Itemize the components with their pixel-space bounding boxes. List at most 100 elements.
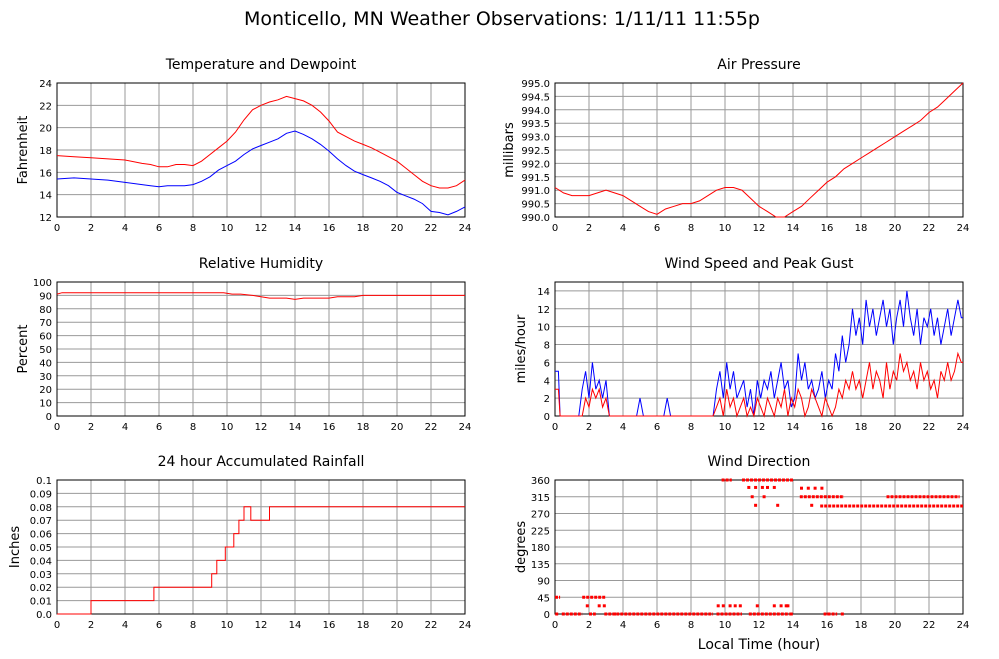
series-line-2	[56, 130, 466, 216]
direction-point	[755, 604, 759, 608]
x-tick-label: 12	[753, 620, 766, 631]
x-tick-label: 14	[787, 223, 800, 234]
x-tick-label: 0	[552, 223, 558, 234]
direction-point	[728, 604, 732, 608]
y-tick-label: 0.09	[30, 489, 52, 500]
x-tick-label: 20	[391, 422, 404, 433]
x-tick-label: 8	[190, 620, 196, 631]
x-tick-label: 22	[923, 620, 936, 631]
y-tick-label: 22	[39, 101, 52, 112]
x-tick-label: 10	[719, 620, 732, 631]
y-tick-label: 10	[39, 399, 52, 410]
x-tick-label: 22	[425, 620, 438, 631]
y-tick-label: 0.06	[30, 530, 52, 541]
y-tick-label: 8	[544, 341, 550, 352]
y-tick-label: 0.07	[30, 516, 52, 527]
y-tick-label: 991.0	[521, 186, 550, 197]
x-tick-label: 10	[221, 223, 234, 234]
direction-point	[733, 604, 737, 608]
y-tick-label: 0.0	[36, 610, 52, 621]
x-tick-label: 6	[156, 620, 162, 631]
y-tick-label: 45	[537, 593, 550, 604]
plot-frame	[56, 479, 466, 615]
direction-point	[789, 612, 793, 616]
x-tick-label: 20	[889, 620, 902, 631]
direction-point	[602, 604, 606, 608]
y-tick-label: 18	[39, 146, 52, 157]
y-tick-label: 0.03	[30, 570, 52, 581]
x-tick-label: 4	[620, 422, 626, 433]
x-tick-label: 16	[323, 620, 336, 631]
plot-frame	[554, 281, 964, 417]
x-tick-label: 6	[156, 223, 162, 234]
direction-point	[820, 486, 824, 490]
y-tick-label: 40	[39, 358, 52, 369]
x-tick-label: 6	[654, 422, 660, 433]
y-tick-label: 992.5	[521, 146, 550, 157]
y-tick-label: 14	[39, 191, 52, 202]
y-tick-label: 0.1	[36, 476, 52, 487]
x-tick-label: 20	[391, 620, 404, 631]
direction-point	[738, 604, 742, 608]
direction-point	[754, 485, 758, 489]
chart-title: 24 hour Accumulated Rainfall	[158, 454, 365, 470]
y-tick-label: 0.04	[30, 556, 52, 567]
y-tick-label: 0	[544, 610, 550, 621]
direction-point	[754, 503, 758, 507]
x-tick-label: 12	[255, 223, 268, 234]
y-axis-label: Fahrenheit	[16, 116, 31, 185]
y-tick-label: 90	[537, 577, 550, 588]
direction-point	[779, 604, 783, 608]
y-axis-label: miles/hour	[514, 314, 529, 383]
y-tick-label: 30	[39, 372, 52, 383]
x-tick-label: 8	[688, 422, 694, 433]
y-tick-label: 12	[537, 305, 550, 316]
x-tick-label: 20	[391, 223, 404, 234]
y-tick-label: 994.0	[521, 106, 550, 117]
y-tick-label: 20	[39, 124, 52, 135]
x-axis-label: Local Time (hour)	[698, 637, 820, 653]
y-tick-label: 993.0	[521, 133, 550, 144]
x-tick-label: 8	[190, 422, 196, 433]
y-tick-label: 16	[39, 168, 52, 179]
x-tick-label: 24	[459, 422, 472, 433]
x-tick-label: 24	[957, 422, 970, 433]
x-tick-label: 12	[753, 223, 766, 234]
x-tick-label: 2	[586, 422, 592, 433]
x-tick-label: 14	[289, 620, 302, 631]
x-tick-label: 20	[889, 223, 902, 234]
y-tick-label: 6	[544, 358, 550, 369]
x-tick-label: 12	[753, 422, 766, 433]
direction-point	[813, 486, 817, 490]
x-tick-label: 22	[923, 422, 936, 433]
y-tick-label: 270	[531, 510, 550, 521]
x-tick-label: 2	[586, 620, 592, 631]
direction-point	[585, 604, 589, 608]
x-tick-label: 0	[54, 422, 60, 433]
x-tick-label: 22	[923, 223, 936, 234]
direction-point	[800, 486, 803, 490]
chart-title: Relative Humidity	[199, 256, 323, 272]
direction-point	[760, 485, 764, 489]
y-tick-label: 990.5	[521, 200, 550, 211]
direction-point	[784, 604, 788, 608]
x-tick-label: 18	[357, 223, 370, 234]
series-line-1	[57, 506, 465, 615]
x-tick-label: 16	[323, 223, 336, 234]
x-tick-label: 12	[255, 620, 268, 631]
x-tick-label: 12	[255, 422, 268, 433]
y-tick-label: 180	[531, 543, 550, 554]
x-tick-label: 24	[957, 620, 970, 631]
x-tick-label: 14	[289, 223, 302, 234]
direction-point	[766, 485, 769, 489]
y-tick-label: 100	[33, 278, 52, 289]
direction-point	[747, 485, 751, 489]
y-tick-label: 0	[544, 412, 550, 423]
y-tick-label: 50	[39, 345, 52, 356]
x-tick-label: 18	[855, 620, 868, 631]
direction-point	[806, 486, 810, 490]
y-tick-label: 24	[39, 79, 52, 90]
